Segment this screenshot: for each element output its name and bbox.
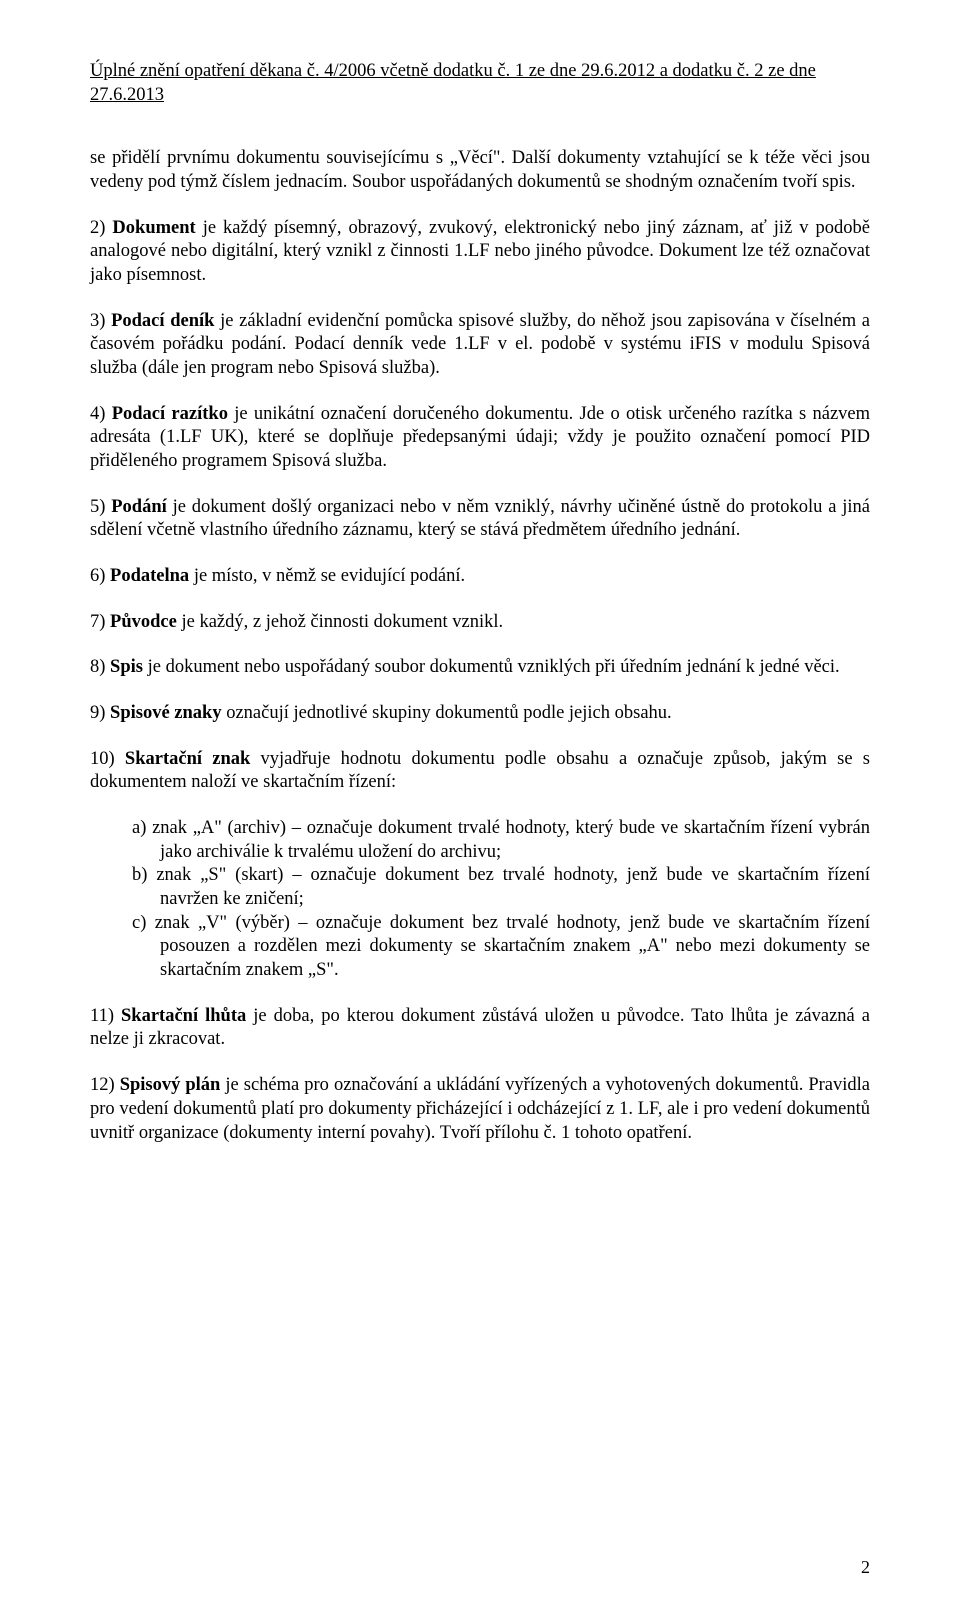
list-item-c: c) znak „V" (výběr) – označuje dokument … [90,912,870,983]
text-8: je dokument nebo uspořádaný soubor dokum… [143,657,840,677]
paragraph-7: 7) Původce je každý, z jehož činnosti do… [90,611,870,635]
page-number: 2 [861,1556,870,1579]
text-6: je místo, v němž se evidující podání. [189,566,465,586]
term-puvodce: Původce [110,612,177,632]
num-10: 10) [90,749,125,769]
term-podaci-denik: Podací deník [111,311,214,331]
paragraph-intro: se přidělí prvnímu dokumentu související… [90,147,870,194]
num-4: 4) [90,404,112,424]
text-2: je každý písemný, obrazový, zvukový, ele… [90,218,870,285]
paragraph-9: 9) Spisové znaky označují jednotlivé sku… [90,702,870,726]
list-item-a: a) znak „A" (archiv) – označuje dokument… [90,817,870,864]
paragraph-6: 6) Podatelna je místo, v němž se evidují… [90,565,870,589]
paragraph-11: 11) Skartační lhůta je doba, po kterou d… [90,1005,870,1052]
term-spis: Spis [110,657,143,677]
paragraph-12: 12) Spisový plán je schéma pro označován… [90,1074,870,1145]
page-header: Úplné znění opatření děkana č. 4/2006 vč… [90,60,870,107]
term-podatelna: Podatelna [110,566,189,586]
text-9: označují jednotlivé skupiny dokumentů po… [222,703,672,723]
num-3: 3) [90,311,111,331]
term-spisove-znaky: Spisové znaky [110,703,222,723]
term-podani: Podání [111,497,167,517]
text-5: je dokument došlý organizaci nebo v něm … [90,497,870,541]
num-9: 9) [90,703,110,723]
term-podaci-razitko: Podací razítko [112,404,228,424]
num-6: 6) [90,566,110,586]
num-11: 11) [90,1006,121,1026]
term-spisovy-plan: Spisový plán [120,1075,221,1095]
num-7: 7) [90,612,110,632]
paragraph-10: 10) Skartační znak vyjadřuje hodnotu dok… [90,748,870,795]
list-item-b: b) znak „S" (skart) – označuje dokument … [90,864,870,911]
document-page: Úplné znění opatření děkana č. 4/2006 vč… [0,0,960,1617]
paragraph-4: 4) Podací razítko je unikátní označení d… [90,403,870,474]
paragraph-8: 8) Spis je dokument nebo uspořádaný soub… [90,656,870,680]
term-skartacni-znak: Skartační znak [125,749,250,769]
paragraph-2: 2) Dokument je každý písemný, obrazový, … [90,217,870,288]
skartacni-list: a) znak „A" (archiv) – označuje dokument… [90,817,870,983]
num-12: 12) [90,1075,120,1095]
num-8: 8) [90,657,110,677]
term-skartacni-lhuta: Skartační lhůta [121,1006,246,1026]
text-7: je každý, z jehož činnosti dokument vzni… [177,612,503,632]
paragraph-3: 3) Podací deník je základní evidenční po… [90,310,870,381]
term-dokument: Dokument [112,218,195,238]
num-2: 2) [90,218,112,238]
paragraph-5: 5) Podání je dokument došlý organizaci n… [90,496,870,543]
num-5: 5) [90,497,111,517]
